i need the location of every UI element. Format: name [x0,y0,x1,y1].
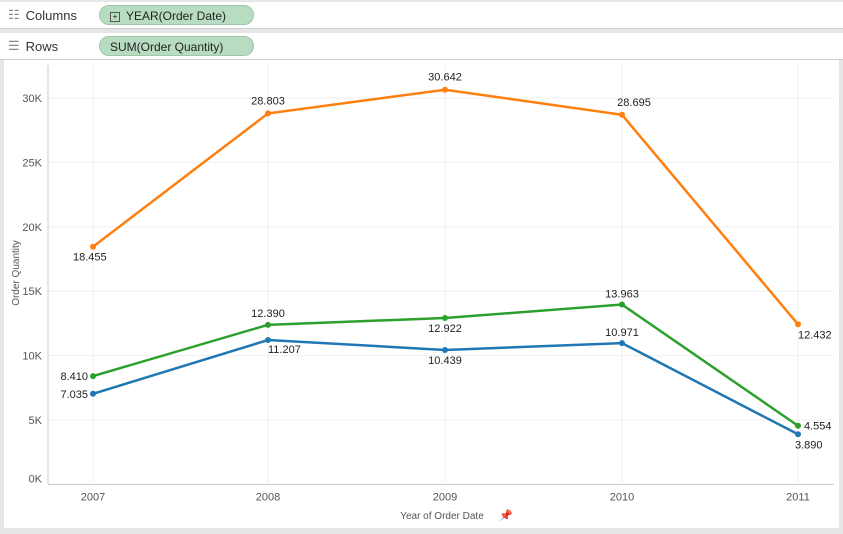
rows-icon: ☰ [8,38,20,53]
y-tick-label: 15K [22,286,42,298]
data-label: 18.455 [73,252,107,264]
columns-pill-text: YEAR(Order Date) [126,9,227,23]
data-label: 11.207 [268,344,301,356]
data-label: 12.432 [798,329,832,341]
rows-label: Rows [25,38,59,54]
data-point [265,110,271,117]
data-point [90,373,96,380]
rows-pill[interactable]: SUM(Order Quantity) [99,36,254,56]
columns-shelf: ☷ Columns + YEAR(Order Date) [0,2,843,29]
data-label: 10.439 [428,355,462,367]
chart-svg: Order Quantity Year of Order Date 📌 0K 5K… [11,65,834,522]
y-tick-label: 25K [22,157,42,169]
x-tick-label: 2010 [610,491,634,503]
columns-label: Columns [25,7,77,23]
x-tick-label: 2008 [256,491,280,503]
data-label: 10.971 [605,327,639,339]
data-label: 8.410 [60,371,88,383]
data-point [795,431,801,438]
data-point [265,337,271,344]
data-point [795,422,801,429]
data-label: 12.390 [251,308,285,320]
data-label: 3.890 [795,439,823,451]
pin-icon[interactable]: 📌 [499,508,513,522]
data-point [442,314,448,321]
data-label: 28.803 [251,95,285,107]
data-point [442,86,448,93]
data-point [619,301,625,308]
data-point [442,346,448,353]
x-axis-title: Year of Order Date [400,511,484,522]
data-point [90,390,96,397]
data-point [619,111,625,118]
data-label: 28.695 [617,97,651,109]
expand-icon[interactable]: + [110,12,120,22]
y-tick-label: 5K [29,415,43,427]
data-point [90,243,96,250]
rows-pill-text: SUM(Order Quantity) [110,40,224,54]
x-tick-label: 2011 [786,491,810,503]
line-chart: Order Quantity Year of Order Date 📌 0K 5K… [4,60,839,528]
columns-pill[interactable]: + YEAR(Order Date) [99,5,254,25]
x-tick-label: 2007 [81,491,105,503]
columns-icon: ☷ [8,7,20,22]
rows-shelf: ☰ Rows SUM(Order Quantity) [0,33,843,60]
y-tick-label: 30K [22,93,42,105]
data-point [795,321,801,328]
x-tick-label: 2009 [433,491,457,503]
y-tick-label: 10K [22,351,42,363]
data-label: 13.963 [605,289,639,301]
y-tick-label: 0K [29,473,43,485]
data-label: 7.035 [60,389,88,401]
data-point [265,321,271,328]
y-tick-label: 20K [22,222,42,234]
data-point [619,340,625,347]
data-label: 4.554 [804,421,832,433]
data-label: 30.642 [428,72,462,84]
y-axis-title: Order Quantity [11,240,22,306]
data-label: 12.922 [428,323,462,335]
